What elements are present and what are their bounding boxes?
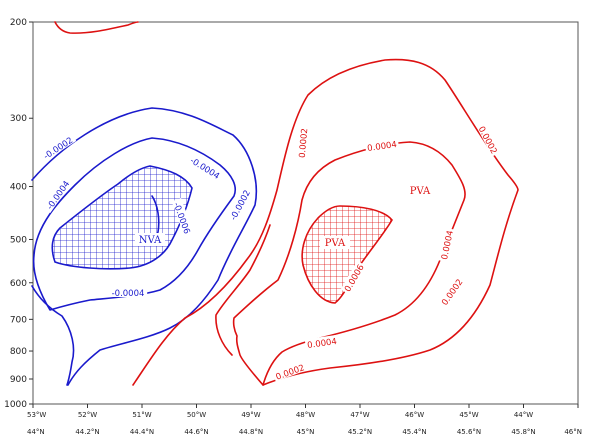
x-tick-label-lon: 53°W	[27, 411, 46, 419]
contour-label-bg	[295, 125, 309, 160]
x-tick-label-lon: 51°W	[132, 411, 151, 419]
x-tick-label-lon: 49°W	[241, 411, 260, 419]
y-tick-label: 600	[10, 279, 27, 289]
region-labels: NVA PVA PVA	[135, 186, 431, 249]
contour-label-bg	[364, 137, 399, 153]
region-label-text: NVA	[139, 235, 162, 246]
y-axis: 200 300 400 500 600 700 800 900 1000	[4, 18, 33, 410]
contour-label-text: 0.0004	[307, 337, 338, 351]
x-tick-label-lat: 46°N	[564, 428, 582, 436]
contour-label: -0.0004	[108, 287, 148, 299]
contour-label-bg	[340, 260, 366, 295]
contour-label-bg	[437, 274, 465, 308]
y-tick-label: 700	[10, 315, 27, 325]
contour-label: 0.0002	[295, 125, 311, 160]
x-axis: 53°W 44°N 52°W 44.2°N 51°W 44.4°N 50°W 44.6°N 49…	[27, 404, 582, 436]
region-label-pva: PVA	[320, 236, 350, 249]
region-label-nva: NVA	[135, 233, 165, 246]
x-tick-label-lat: 44.8°N	[239, 428, 263, 436]
x-tick-label-lon: 50°W	[187, 411, 206, 419]
contour-label: 0.0004	[304, 334, 339, 351]
contour-pos-0002-top	[54, 21, 139, 34]
contour-label: 0.0004	[364, 137, 399, 154]
region-label-bg	[135, 233, 165, 246]
y-tick-label: 800	[10, 347, 27, 357]
contour-label-bg	[171, 197, 195, 238]
x-tick-label-lat: 45°N	[297, 428, 315, 436]
y-tick-label: 300	[10, 114, 27, 124]
contour-label-bg	[38, 132, 77, 162]
x-tick-label-lat: 44.4°N	[130, 428, 154, 436]
contour-label-bg	[437, 227, 455, 263]
contour-pos-0002-outer	[132, 58, 519, 386]
x-tick-label-lon: 45°W	[459, 411, 478, 419]
pva-hatched-region	[301, 205, 393, 304]
y-tick-label: 900	[10, 375, 27, 385]
x-tick-label-lon: 52°W	[78, 411, 97, 419]
x-tick-label-lat: 45.6°N	[457, 428, 481, 436]
contour-pos-0004	[232, 141, 466, 386]
x-tick-label-lat: 45.8°N	[511, 428, 535, 436]
x-tick-label-lat: 45.4°N	[402, 428, 426, 436]
x-tick-label-lon: 44°W	[514, 411, 533, 419]
contour-label-bg	[108, 287, 148, 297]
contour-label-text: -0.0004	[112, 289, 145, 299]
contour-neg-0002-lower	[31, 285, 75, 386]
y-tick-label: 1000	[4, 400, 27, 410]
contour-label-bg	[42, 175, 73, 214]
contour-neg-0002-outer	[31, 107, 257, 386]
contour-label-text: 0.0002	[298, 128, 311, 159]
region-label-text: PVA	[410, 186, 431, 197]
x-tick-label-lon: 47°W	[350, 411, 369, 419]
y-tick-label: 400	[10, 183, 27, 193]
contour-label-bg	[225, 185, 253, 224]
region-label-bg	[320, 236, 350, 249]
x-tick-label-lat: 44.2°N	[75, 428, 99, 436]
x-tick-label-lat: 44°N	[27, 428, 45, 436]
x-tick-label-lat: 45.2°N	[348, 428, 372, 436]
x-tick-label-lon: 48°W	[296, 411, 315, 419]
y-tick-label: 500	[10, 235, 27, 245]
region-label-text: PVA	[325, 238, 346, 249]
y-tick-label: 200	[10, 18, 27, 28]
contour-label-bg	[304, 334, 339, 350]
contour-label-bg	[476, 122, 502, 157]
x-tick-label-lat: 44.6°N	[184, 428, 208, 436]
contour-label-text: 0.0004	[367, 140, 398, 154]
region-label-pva: PVA	[410, 186, 431, 197]
contour-label-bg	[186, 152, 225, 182]
x-tick-label-lon: 46°W	[405, 411, 424, 419]
contour-label-bg	[272, 360, 307, 382]
contour-pos-0002-inner	[215, 224, 271, 356]
